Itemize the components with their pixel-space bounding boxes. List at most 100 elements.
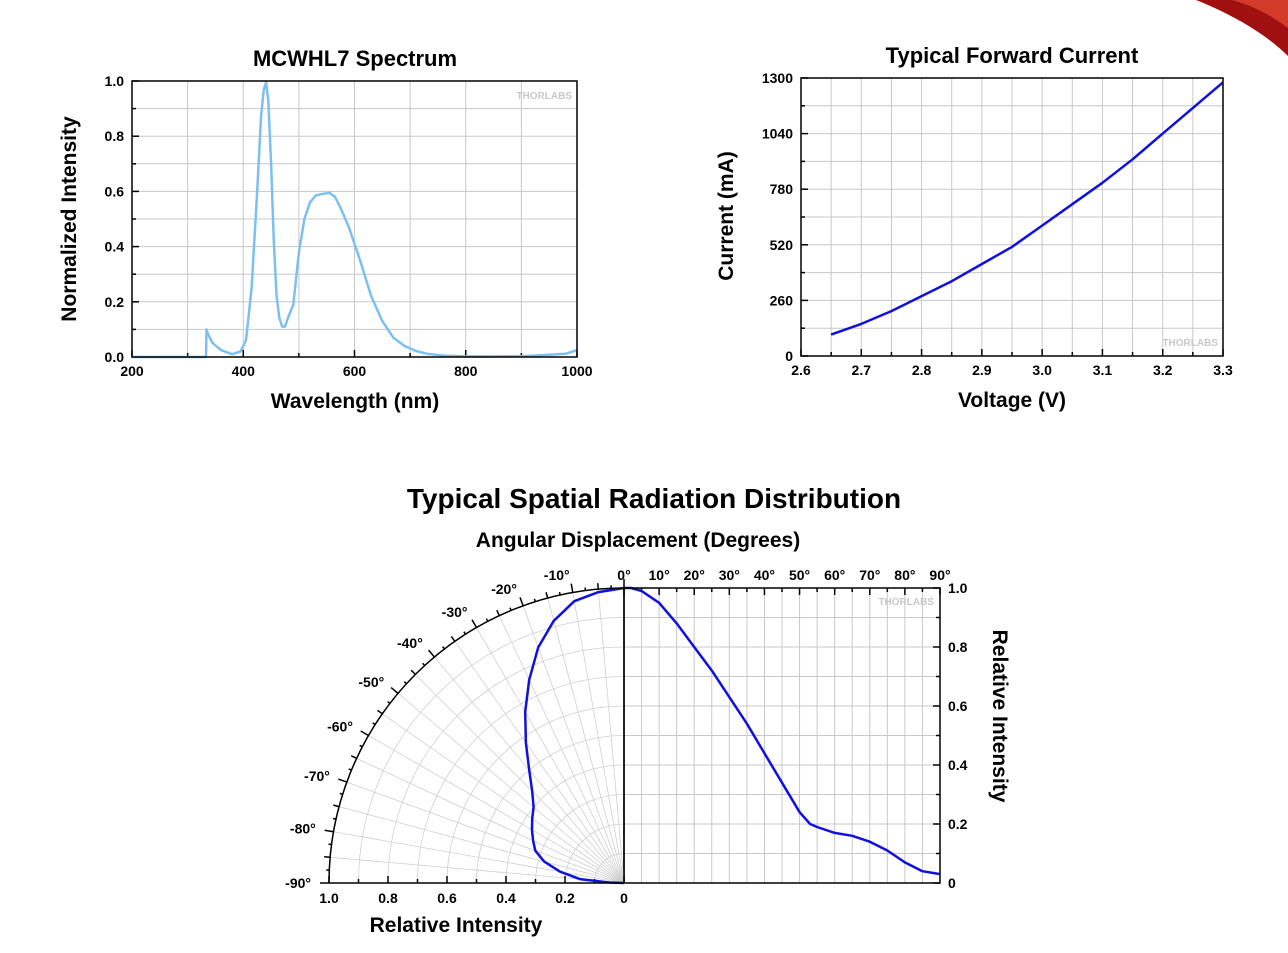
polar-angle-gridline	[368, 735, 625, 884]
corner-swoosh-decoration	[1196, 0, 1288, 56]
x-tick-label: 50°	[789, 567, 810, 583]
polar-angle-tick-label: -80°	[290, 821, 316, 837]
y-tick-label: 0.2	[105, 294, 125, 310]
polar-angle-tick-label: -70°	[304, 768, 330, 784]
polar-radius-tick-label: 1.0	[319, 890, 339, 906]
x-tick-label: 400	[232, 363, 256, 379]
polar-angle-tick-mark	[324, 829, 334, 833]
polar-angle-tick-mark	[519, 597, 524, 607]
y-tick-label: 0.8	[948, 639, 968, 655]
y-tick-label: 1300	[762, 70, 793, 86]
x-tick-label: 2.6	[791, 362, 811, 378]
forward-current-series-line	[830, 81, 1224, 336]
spatial-figure-title: Typical Spatial Radiation Distribution	[407, 483, 901, 514]
x-tick-label: 90°	[929, 567, 950, 583]
polar-angle-gridline	[572, 592, 625, 884]
y-tick-label: 780	[770, 181, 794, 197]
x-tick-label: 600	[343, 363, 367, 379]
polar-angle-tick-label: -10°	[544, 567, 570, 583]
x-tick-label: 40°	[754, 567, 775, 583]
polar-angle-tick-mark	[350, 755, 357, 760]
spectrum-y-axis-label: Normalized Intensity	[58, 116, 81, 322]
polar-angle-gridline	[382, 713, 625, 884]
polar-angle-tick-mark	[545, 592, 549, 599]
polar-angle-tick-mark	[597, 583, 600, 590]
polar-radius-tick-label: 0.2	[555, 890, 575, 906]
spectrum-watermark: THORLABS	[516, 91, 572, 102]
y-tick-label: 0.0	[105, 349, 125, 365]
spatial-cartesian-series-line	[624, 586, 941, 876]
forward-current-x-axis-label: Voltage (V)	[958, 389, 1066, 412]
y-tick-label: 0.4	[948, 757, 968, 773]
polar-angle-gridline	[476, 627, 625, 884]
polar-angle-gridline	[356, 757, 625, 884]
forward-current-plot-frame	[800, 77, 1224, 357]
polar-angle-tick-label: -40°	[397, 635, 423, 651]
polar-angle-tick-mark	[338, 778, 348, 783]
x-tick-label: 80°	[894, 567, 915, 583]
x-tick-label: 3.0	[1032, 362, 1052, 378]
polar-angle-gridline	[454, 641, 625, 884]
polar-radius-tick-label: 0.4	[496, 890, 516, 906]
polar-angle-tick-label: -20°	[491, 581, 517, 597]
x-tick-label: 1000	[561, 363, 592, 379]
y-tick-label: 0	[785, 348, 793, 364]
angular-displacement-label: Angular Displacement (Degrees)	[476, 529, 800, 552]
forward-current-title: Typical Forward Current	[886, 43, 1139, 68]
y-tick-label: 0.8	[105, 128, 125, 144]
x-tick-label: 2.9	[972, 362, 992, 378]
polar-angle-tick-mark	[410, 669, 416, 675]
spectrum-x-axis-label: Wavelength (nm)	[271, 390, 439, 413]
polar-angle-gridline	[547, 597, 625, 884]
x-tick-label: 3.3	[1213, 362, 1233, 378]
x-tick-label: 800	[454, 363, 478, 379]
corner-swoosh-highlight	[1232, 0, 1288, 28]
forward-current-watermark: THORLABS	[1162, 338, 1218, 349]
y-tick-label: 1040	[762, 126, 793, 142]
x-tick-label: 10°	[649, 567, 670, 583]
x-tick-label: 60°	[824, 567, 845, 583]
x-tick-label: 200	[120, 363, 144, 379]
y-tick-label: 0.2	[948, 816, 968, 832]
x-tick-label: 20°	[684, 567, 705, 583]
y-tick-label: 520	[770, 237, 794, 253]
polar-angle-tick-mark	[450, 636, 456, 642]
polar-radius-tick-label: 0.6	[437, 890, 457, 906]
polar-outer-arc	[328, 587, 625, 884]
x-tick-label: 0°	[617, 567, 630, 583]
polar-radius-tick-label: 0.8	[378, 890, 398, 906]
polar-angle-tick-mark	[428, 649, 435, 658]
polar-series-line	[523, 586, 625, 885]
spectrum-title: MCWHL7 Spectrum	[253, 46, 457, 71]
polar-angle-gridline	[498, 615, 625, 884]
y-tick-label: 260	[770, 292, 794, 308]
forward-current-y-axis-label: Current (mA)	[715, 151, 738, 281]
polar-angle-tick-label: -50°	[358, 674, 384, 690]
y-tick-label: 1.0	[948, 580, 968, 596]
polar-angle-gridline	[522, 605, 625, 884]
polar-angle-tick-mark	[360, 730, 369, 737]
spatial-cartesian-chart: Angular Displacement (Degrees) Relative …	[476, 529, 1011, 891]
polar-angle-gridline	[397, 693, 625, 884]
polar-radius-tick-label: 0	[620, 890, 628, 906]
polar-angle-tick-label: -90°	[285, 875, 311, 891]
y-tick-label: 0.4	[105, 239, 125, 255]
polar-angle-gridline	[415, 674, 625, 884]
x-tick-label: 3.2	[1153, 362, 1173, 378]
y-tick-label: 0.6	[105, 183, 125, 199]
relative-intensity-right-axis-label: Relative Intensity	[988, 630, 1011, 803]
x-tick-label: 2.8	[912, 362, 932, 378]
spatial-watermark: THORLABS	[878, 597, 934, 608]
polar-relative-intensity-label: Relative Intensity	[370, 914, 543, 937]
y-tick-label: 0	[948, 875, 956, 891]
y-tick-label: 0.6	[948, 698, 968, 714]
polar-angle-tick-mark	[570, 583, 574, 593]
spectrum-series-line	[132, 81, 578, 359]
polar-angle-tick-mark	[324, 856, 331, 859]
x-tick-label: 3.1	[1093, 362, 1113, 378]
spectrum-chart: MCWHL7 Spectrum Wavelength (nm) Normaliz…	[58, 46, 593, 413]
polar-angle-tick-mark	[377, 709, 383, 715]
polar-angle-gridline	[333, 831, 625, 884]
spatial-polar-chart: Relative Intensity -10° -20° -30° -40° -50° -…	[285, 567, 628, 937]
y-tick-label: 1.0	[105, 73, 125, 89]
